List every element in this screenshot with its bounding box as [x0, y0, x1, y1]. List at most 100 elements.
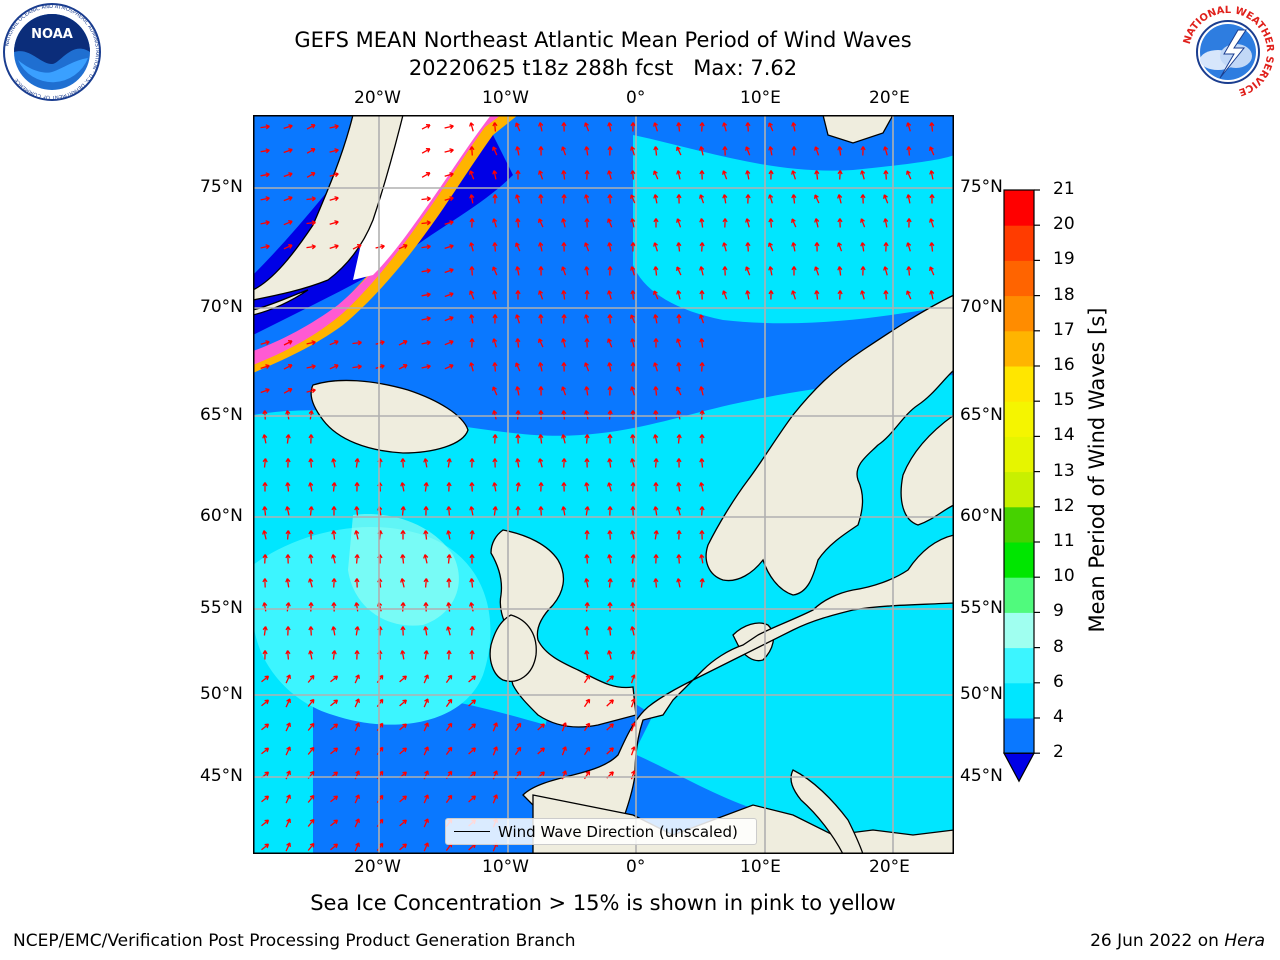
wave-direction-arrow — [329, 220, 339, 226]
wave-direction-arrow — [469, 218, 475, 228]
wave-direction-arrow — [262, 458, 268, 468]
lat-tick-right-60: 60°N — [960, 506, 1003, 526]
wave-direction-arrow — [676, 218, 682, 228]
wave-direction-arrow — [283, 196, 293, 202]
wave-direction-arrow — [837, 146, 843, 156]
wave-direction-arrow — [423, 794, 429, 804]
footer-date-text: 26 Jun 2022 on — [1090, 931, 1225, 951]
colorbar-tick-label: 18 — [1053, 284, 1075, 305]
wave-direction-arrow — [421, 340, 431, 346]
wave-direction-arrow — [308, 482, 314, 492]
lat-tick-left-60: 60°N — [200, 506, 243, 526]
lon-tick-top-5: 20°E — [869, 88, 910, 108]
wave-direction-arrow — [584, 578, 590, 588]
wave-direction-arrow — [607, 578, 613, 588]
wave-direction-arrow — [262, 650, 268, 660]
wave-direction-arrow — [399, 843, 408, 851]
lat-tick-right-65: 65°N — [960, 405, 1003, 425]
wave-direction-arrow — [745, 194, 751, 204]
wave-direction-arrow — [492, 122, 498, 132]
wave-direction-arrow — [699, 218, 705, 228]
wave-direction-arrow — [676, 386, 682, 396]
wave-direction-arrow — [768, 218, 774, 228]
wave-direction-arrow — [283, 124, 293, 130]
wave-direction-arrow — [331, 458, 337, 468]
colorbar-bin — [1004, 577, 1034, 613]
wave-direction-arrow — [262, 434, 268, 444]
svalbard — [822, 115, 894, 144]
wave-direction-arrow — [607, 338, 613, 348]
wave-direction-arrow — [331, 482, 337, 492]
wind-wave-direction-arrows — [260, 122, 935, 852]
wave-direction-arrow — [538, 218, 544, 228]
wave-direction-arrow — [630, 554, 636, 564]
wave-direction-arrow — [561, 410, 567, 420]
wave-direction-arrow — [308, 458, 314, 468]
wave-direction-arrow — [423, 458, 429, 468]
wave-direction-arrow — [285, 506, 291, 516]
wave-direction-arrow — [445, 698, 453, 707]
wave-direction-arrow — [584, 482, 590, 492]
wave-direction-arrow — [375, 244, 385, 250]
wave-direction-arrow — [329, 172, 339, 178]
lat-tick-right-70: 70°N — [960, 297, 1003, 317]
wave-direction-arrow — [653, 314, 659, 324]
wave-direction-arrow — [883, 194, 889, 204]
wave-direction-arrow — [883, 170, 889, 180]
svg-text:NOAA: NOAA — [31, 27, 73, 42]
wave-direction-arrow — [308, 602, 314, 612]
wave-direction-arrow — [630, 434, 636, 444]
wave-direction-arrow — [630, 218, 636, 228]
wave-direction-arrow — [354, 722, 360, 732]
wave-direction-arrow — [354, 506, 360, 516]
wave-direction-arrow — [515, 482, 521, 492]
wave-direction-arrow — [400, 458, 406, 468]
wave-direction-arrow — [260, 364, 270, 370]
wave-direction-arrow — [330, 699, 339, 707]
wave-direction-arrow — [607, 530, 613, 540]
wave-direction-arrow — [515, 410, 521, 420]
wave-direction-arrow — [699, 530, 705, 540]
wave-direction-arrow — [584, 410, 590, 420]
wave-direction-arrow — [630, 122, 636, 132]
colorbar-bin — [1004, 542, 1034, 578]
colorbar-bin — [1004, 682, 1034, 719]
colorbar-bin — [1004, 190, 1034, 226]
wave-direction-arrow — [699, 290, 705, 300]
colorbar-bin — [1004, 436, 1034, 473]
wave-direction-arrow — [653, 170, 659, 180]
wave-direction-arrow — [791, 170, 797, 180]
legend-line-sample — [454, 831, 490, 832]
wave-direction-arrow — [492, 482, 498, 492]
wave-direction-arrow — [492, 314, 498, 324]
wave-direction-arrow — [515, 194, 521, 204]
wave-direction-arrow — [584, 290, 590, 300]
wave-direction-arrow — [285, 434, 291, 444]
wave-direction-arrow — [537, 747, 545, 755]
wave-direction-arrow — [676, 170, 682, 180]
wave-direction-arrow — [607, 218, 613, 228]
wave-direction-arrow — [607, 602, 613, 612]
colorbar-tick-label: 2 — [1053, 742, 1064, 763]
wave-direction-arrow — [260, 244, 270, 250]
wave-direction-arrow — [492, 338, 498, 348]
wave-direction-arrow — [421, 268, 431, 274]
wave-direction-arrow — [354, 818, 360, 828]
wave-direction-arrow — [285, 554, 291, 564]
wave-direction-arrow — [584, 170, 590, 180]
wave-direction-arrow — [791, 122, 797, 132]
wave-direction-arrow — [653, 386, 659, 396]
wave-direction-arrow — [699, 362, 705, 372]
wave-direction-arrow — [630, 386, 636, 396]
wave-direction-arrow — [329, 364, 339, 370]
wave-direction-arrow — [676, 338, 682, 348]
wave-direction-arrow — [307, 842, 315, 851]
wave-direction-arrow — [607, 650, 613, 660]
wave-direction-arrow — [860, 146, 866, 156]
wave-direction-arrow — [306, 196, 316, 202]
wave-direction-arrow — [676, 242, 682, 252]
wave-direction-arrow — [561, 338, 567, 348]
colorbar-extension — [1002, 752, 1036, 783]
wave-direction-arrow — [676, 314, 682, 324]
wave-direction-arrow — [444, 220, 454, 226]
